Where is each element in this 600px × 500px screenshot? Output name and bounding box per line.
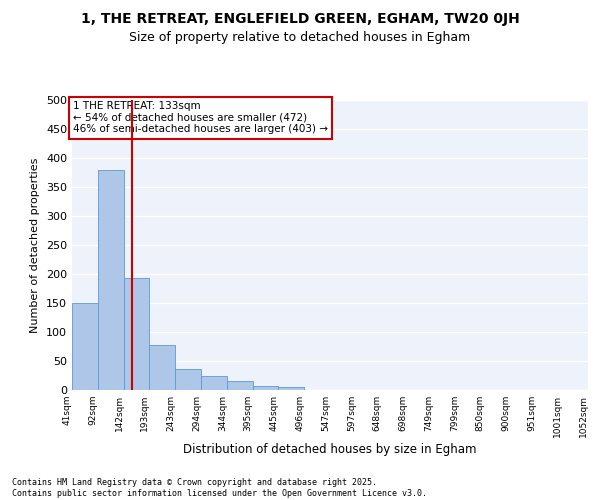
Text: Distribution of detached houses by size in Egham: Distribution of detached houses by size …	[183, 442, 477, 456]
Bar	[98, 170, 124, 390]
Text: 1 THE RETREAT: 133sqm
← 54% of detached houses are smaller (472)
46% of semi-det: 1 THE RETREAT: 133sqm ← 54% of detached …	[73, 101, 328, 134]
Bar	[253, 386, 278, 390]
Bar	[227, 382, 253, 390]
Text: Contains HM Land Registry data © Crown copyright and database right 2025.
Contai: Contains HM Land Registry data © Crown c…	[12, 478, 427, 498]
Bar	[124, 278, 149, 390]
Y-axis label: Number of detached properties: Number of detached properties	[31, 158, 40, 332]
Text: Size of property relative to detached houses in Egham: Size of property relative to detached ho…	[130, 31, 470, 44]
Bar	[175, 368, 201, 390]
Bar	[278, 386, 304, 390]
Text: 1, THE RETREAT, ENGLEFIELD GREEN, EGHAM, TW20 0JH: 1, THE RETREAT, ENGLEFIELD GREEN, EGHAM,…	[80, 12, 520, 26]
Bar	[149, 346, 175, 390]
Bar	[201, 376, 227, 390]
Bar	[72, 303, 98, 390]
